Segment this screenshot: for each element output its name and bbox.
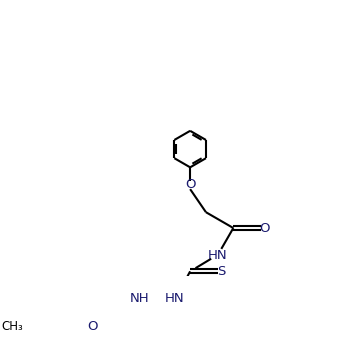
Text: O: O [185, 178, 196, 191]
Text: O: O [260, 222, 270, 235]
Text: CH₃: CH₃ [1, 320, 23, 333]
Text: NH: NH [130, 292, 150, 305]
Text: HN: HN [165, 292, 184, 305]
Text: O: O [87, 320, 97, 333]
Text: HN: HN [208, 249, 227, 262]
Text: S: S [218, 265, 226, 278]
